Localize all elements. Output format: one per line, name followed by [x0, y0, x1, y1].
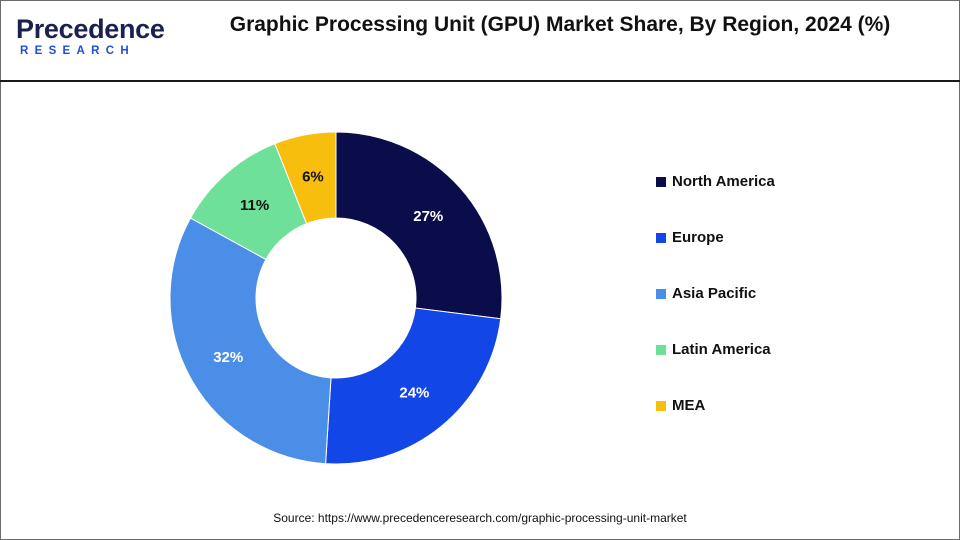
legend-label: Latin America	[672, 341, 771, 358]
data-label-north-america: 27%	[413, 208, 443, 225]
logo-wordmark: Precedence	[16, 14, 165, 44]
source-note: Source: https://www.precedenceresearch.c…	[273, 511, 687, 525]
slice-mea	[274, 131, 337, 225]
data-label-mea: 6%	[302, 169, 324, 186]
donut-chart: 27% 24% 32% 11% 6%	[169, 131, 503, 465]
header: Precedence RESEARCH Graphic Processing U…	[0, 0, 960, 82]
slice-north-america	[335, 131, 503, 320]
data-label-latin-america: 11%	[240, 197, 269, 214]
legend-label: Asia Pacific	[672, 285, 757, 302]
data-label-europe: 24%	[399, 384, 429, 401]
legend-swatch	[656, 177, 666, 187]
chart-title: Graphic Processing Unit (GPU) Market Sha…	[229, 13, 891, 36]
logo-subtext: RESEARCH	[20, 45, 135, 57]
brand-logo: Precedence RESEARCH	[16, 14, 166, 64]
legend-swatch	[656, 233, 666, 243]
legend-swatch	[656, 289, 666, 299]
slice-europe	[325, 307, 502, 465]
legend-swatch	[656, 345, 666, 355]
data-label-asia-pacific: 32%	[213, 349, 243, 366]
legend-swatch	[656, 401, 666, 411]
legend-label: Europe	[672, 229, 724, 246]
legend-label: North America	[672, 173, 775, 190]
slice-asia-pacific	[169, 217, 332, 465]
legend-label: MEA	[672, 397, 706, 414]
